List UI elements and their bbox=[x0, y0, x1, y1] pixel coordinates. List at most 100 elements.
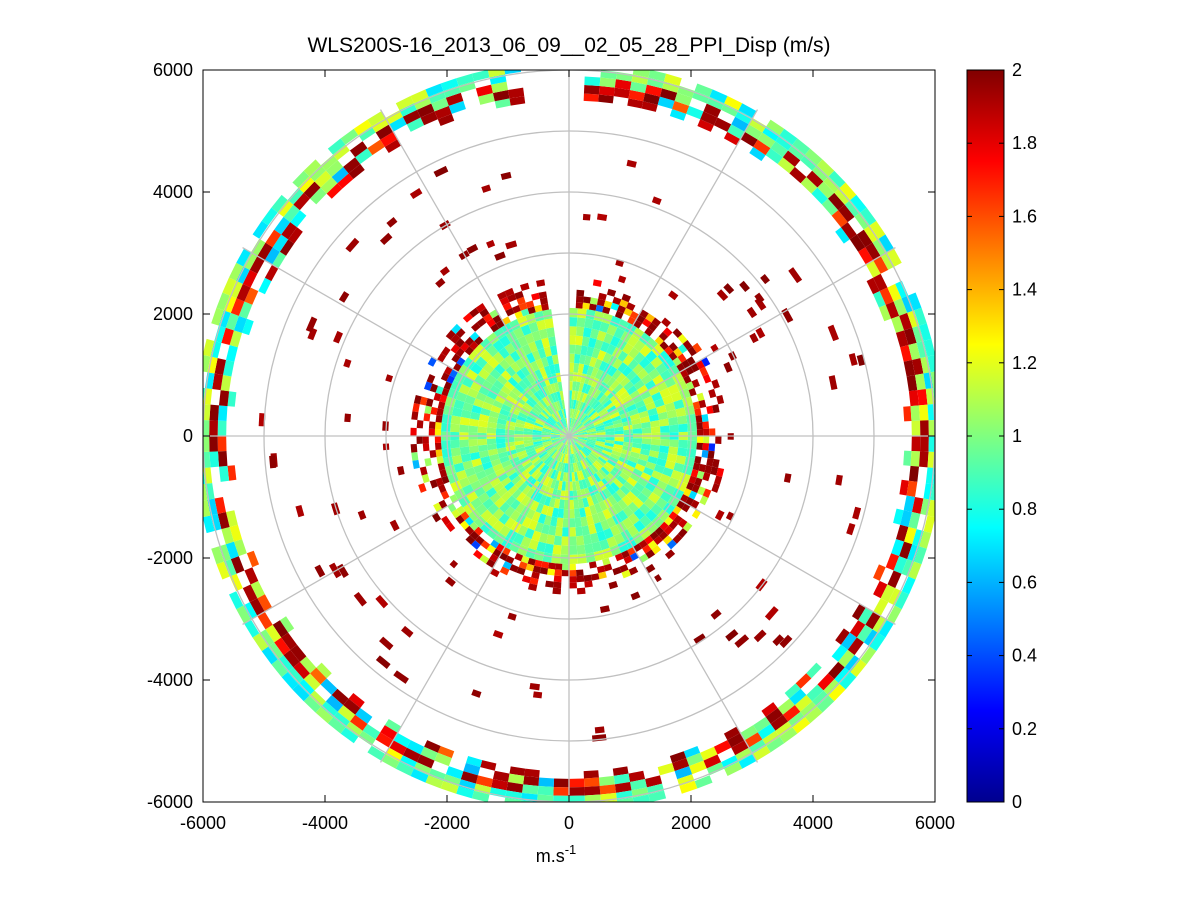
ring-cell bbox=[303, 181, 321, 199]
edge-cell bbox=[658, 530, 669, 541]
return-cell bbox=[295, 504, 305, 518]
ring-cell bbox=[268, 642, 284, 660]
ring-cell bbox=[792, 138, 811, 155]
edge-cell bbox=[456, 505, 466, 515]
ring-cell bbox=[229, 524, 243, 542]
disc-cell bbox=[595, 427, 606, 432]
disc-cell bbox=[656, 458, 667, 468]
edge-cell bbox=[677, 333, 688, 344]
disc-cell bbox=[610, 482, 620, 493]
disc-cell bbox=[453, 462, 465, 473]
ring-cell bbox=[823, 176, 840, 193]
ring-cell bbox=[443, 85, 461, 98]
ring-cell bbox=[844, 655, 861, 673]
disc-cell bbox=[532, 436, 542, 440]
ring-cell bbox=[828, 192, 845, 211]
edge-cell bbox=[702, 443, 710, 451]
disc-cell bbox=[608, 456, 619, 464]
ring-cell bbox=[677, 85, 695, 98]
disc-cell bbox=[593, 473, 602, 483]
disc-cell bbox=[648, 492, 661, 504]
ring-cell bbox=[381, 754, 400, 769]
disc-cell bbox=[525, 399, 535, 408]
disc-cell bbox=[569, 326, 577, 336]
ring-cell bbox=[358, 730, 376, 746]
return-cell bbox=[375, 655, 391, 669]
edge-cell bbox=[435, 449, 443, 457]
disc-cell bbox=[616, 475, 627, 485]
disc-cell bbox=[468, 509, 481, 522]
edge-cell bbox=[511, 305, 521, 314]
ring-cell bbox=[873, 256, 889, 274]
disc-cell bbox=[569, 499, 575, 510]
disc-cell bbox=[513, 532, 525, 545]
edge-cell bbox=[672, 533, 683, 544]
disc-cell bbox=[588, 337, 597, 349]
disc-cell bbox=[580, 449, 589, 458]
disc-cell bbox=[583, 446, 592, 453]
disc-cell bbox=[540, 411, 549, 420]
ring-cell bbox=[384, 718, 402, 733]
disc-cell bbox=[537, 348, 547, 359]
disc-cell bbox=[600, 452, 611, 459]
disc-cell bbox=[632, 497, 644, 509]
disc-cell bbox=[556, 517, 564, 528]
ring-cell bbox=[281, 222, 298, 240]
disc-cell bbox=[580, 402, 587, 412]
edge-cell bbox=[589, 561, 597, 569]
edge-cell bbox=[696, 436, 704, 444]
ring-cell bbox=[844, 199, 861, 217]
disc-cell bbox=[542, 397, 550, 407]
ring-cell bbox=[895, 280, 909, 299]
edge-cell bbox=[424, 405, 432, 415]
disc-cell bbox=[596, 432, 606, 436]
disc-cell bbox=[632, 327, 645, 340]
edge-cell bbox=[673, 514, 683, 525]
disc-cell bbox=[572, 490, 578, 500]
x-axis-ticks: -6000 -4000 -2000 0 2000 4000 6000 bbox=[180, 70, 955, 833]
ring-cell bbox=[900, 510, 913, 527]
disc-cell bbox=[541, 429, 552, 433]
disc-cell bbox=[508, 452, 519, 460]
disc-cell bbox=[487, 421, 497, 429]
disc-cell bbox=[487, 448, 498, 456]
disc-cell bbox=[591, 541, 602, 553]
disc-cell bbox=[565, 481, 569, 491]
edge-cell bbox=[411, 411, 419, 421]
ring-cell bbox=[765, 148, 783, 165]
disc-cell bbox=[470, 497, 483, 510]
ring-cell bbox=[425, 83, 444, 97]
edge-cell bbox=[668, 520, 679, 530]
edge-cell bbox=[480, 540, 491, 550]
edge-cell bbox=[668, 342, 679, 352]
disc-cell bbox=[668, 416, 679, 426]
edge-cell bbox=[514, 290, 524, 300]
edge-cell bbox=[694, 456, 702, 464]
disc-cell bbox=[556, 461, 562, 472]
edge-cell bbox=[672, 505, 682, 515]
disc-cell bbox=[645, 350, 658, 363]
disc-cell bbox=[664, 484, 676, 496]
return-cell bbox=[333, 330, 343, 344]
ring-cell bbox=[806, 684, 824, 702]
ring-cell bbox=[259, 629, 275, 647]
disc-cell bbox=[576, 461, 582, 472]
ring-cell bbox=[272, 234, 289, 252]
disc-cell bbox=[561, 481, 566, 491]
ring-cell bbox=[463, 762, 481, 776]
disc-cell bbox=[473, 464, 485, 474]
disc-cell bbox=[605, 431, 615, 435]
ring-cell bbox=[327, 138, 346, 155]
disc-cell bbox=[503, 464, 514, 473]
edge-cell bbox=[649, 531, 659, 541]
ring-cell bbox=[709, 89, 728, 104]
disc-cell bbox=[569, 307, 578, 318]
disc-cell bbox=[495, 428, 506, 434]
edge-cell bbox=[548, 562, 556, 570]
ring-cell bbox=[349, 141, 368, 158]
ring-cell bbox=[320, 154, 338, 171]
ring-cell bbox=[583, 93, 599, 102]
edge-cell bbox=[545, 580, 554, 588]
ring-cell bbox=[494, 98, 511, 109]
ring-cell bbox=[480, 760, 497, 771]
